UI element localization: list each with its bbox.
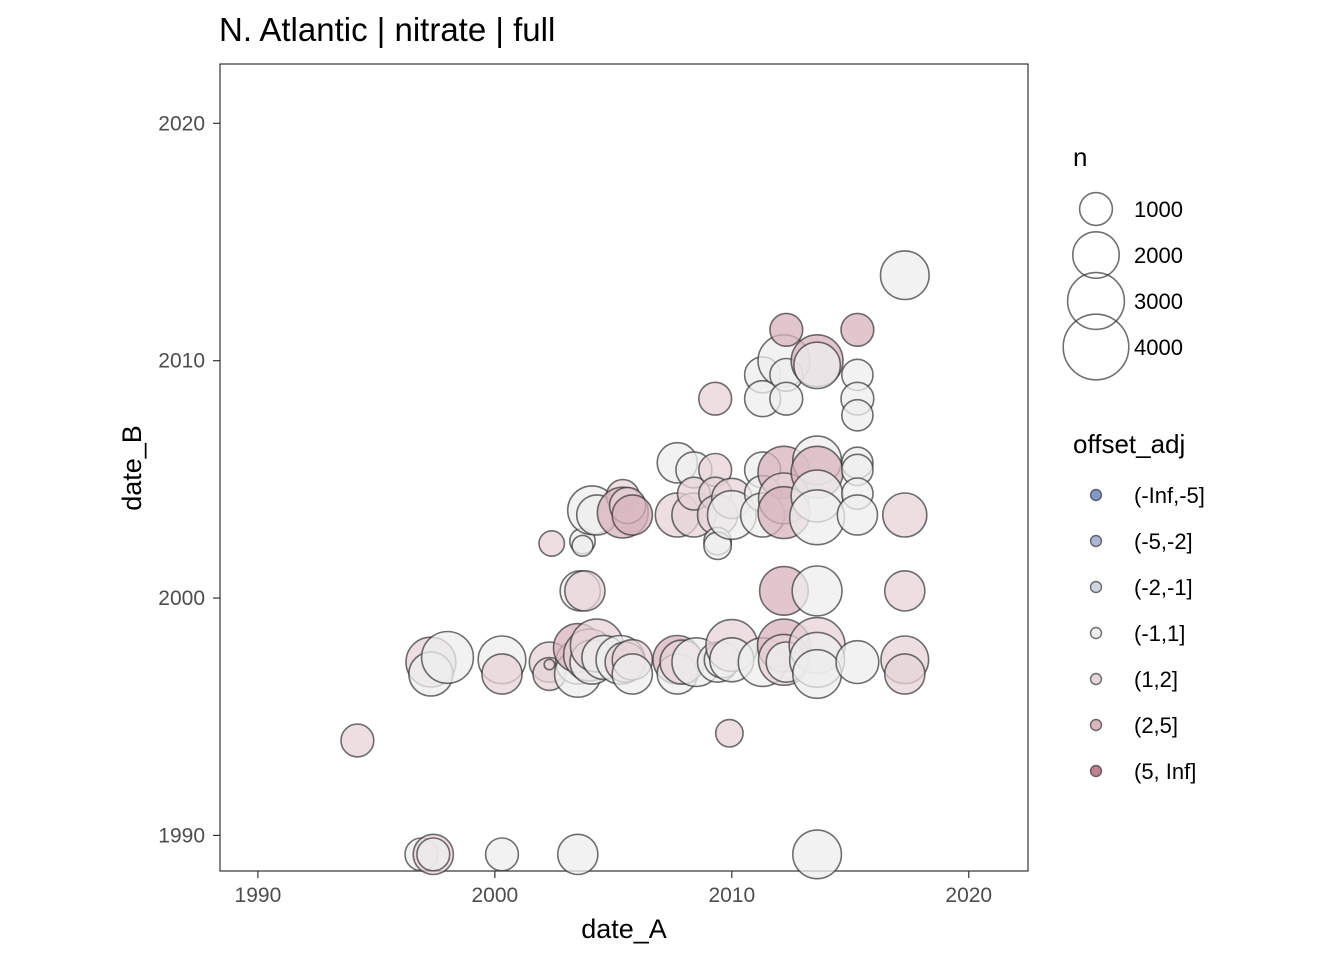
data-point xyxy=(571,534,594,557)
data-point xyxy=(788,489,846,546)
data-point xyxy=(840,312,875,347)
color-legend-key xyxy=(1089,534,1103,548)
y-axis-title: date_B xyxy=(117,425,147,511)
data-point xyxy=(611,653,654,695)
color-legend-key xyxy=(1089,672,1103,686)
data-point xyxy=(714,718,744,748)
color-legend-key xyxy=(1089,488,1103,502)
size-legend-label: 4000 xyxy=(1134,335,1183,360)
color-legend-key xyxy=(1089,764,1103,778)
color-legend-label: (-2,-1] xyxy=(1134,575,1193,600)
data-point xyxy=(611,494,654,536)
size-legend-label: 3000 xyxy=(1134,289,1183,314)
points-layer xyxy=(340,250,930,880)
plot-panel xyxy=(219,63,1029,872)
color-legend-key xyxy=(1089,580,1103,594)
data-point xyxy=(340,723,375,758)
x-tick-label: 2000 xyxy=(472,884,519,907)
data-point xyxy=(538,529,566,557)
chart-title: N. Atlantic | nitrate | full xyxy=(219,11,555,48)
data-point xyxy=(881,492,928,538)
y-tick-label: 2010 xyxy=(158,350,205,373)
x-axis: 1990 2000 2010 2020 xyxy=(235,871,992,907)
x-tick-label: 2010 xyxy=(708,884,755,907)
data-point xyxy=(481,653,523,695)
data-point xyxy=(841,398,874,432)
data-point xyxy=(769,312,804,347)
data-point xyxy=(556,833,599,876)
color-legend-label: (-Inf,-5] xyxy=(1134,483,1205,508)
data-point xyxy=(564,570,606,612)
size-legend-title: n xyxy=(1073,142,1087,172)
data-point xyxy=(769,381,804,416)
data-point xyxy=(791,565,843,617)
data-point xyxy=(883,570,926,612)
color-legend-label: (2,5] xyxy=(1134,713,1178,738)
color-legend: (-Inf,-5] (-5,-2] (-2,-1] (-1,1] (1,2] (2,5] (… xyxy=(1089,483,1205,784)
x-tick-label: 1990 xyxy=(235,884,282,907)
y-axis: 1990 2000 2010 2020 xyxy=(158,112,220,847)
size-legend-label: 2000 xyxy=(1134,243,1183,268)
data-point xyxy=(879,250,930,301)
size-legend-key xyxy=(1078,191,1114,227)
color-legend-key xyxy=(1089,626,1103,640)
data-point xyxy=(543,658,556,671)
data-point xyxy=(883,653,926,695)
x-tick-label: 2020 xyxy=(945,884,992,907)
color-legend-label: (-5,-2] xyxy=(1134,529,1193,554)
data-point xyxy=(835,639,880,685)
size-legend-key xyxy=(1072,231,1121,280)
size-legend-key xyxy=(1066,271,1126,331)
size-legend-label: 1000 xyxy=(1134,197,1183,222)
data-point xyxy=(416,837,451,872)
y-tick-label: 2020 xyxy=(158,112,205,135)
data-point xyxy=(697,381,733,416)
data-point xyxy=(484,837,520,872)
size-legend-key xyxy=(1062,313,1130,381)
color-legend-label: (1,2] xyxy=(1134,667,1178,692)
data-point xyxy=(420,630,475,685)
data-point xyxy=(836,494,879,536)
data-point xyxy=(791,648,843,700)
color-legend-key xyxy=(1089,718,1103,732)
x-axis-title: date_A xyxy=(581,914,667,944)
size-legend: 1000 2000 3000 4000 xyxy=(1062,191,1183,381)
data-point xyxy=(791,829,843,880)
y-tick-label: 2000 xyxy=(158,587,205,610)
color-legend-label: (-1,1] xyxy=(1134,621,1185,646)
data-point xyxy=(793,341,842,390)
color-legend-title: offset_adj xyxy=(1073,429,1185,459)
color-legend-label: (5, Inf] xyxy=(1134,759,1196,784)
y-tick-label: 1990 xyxy=(158,824,205,847)
